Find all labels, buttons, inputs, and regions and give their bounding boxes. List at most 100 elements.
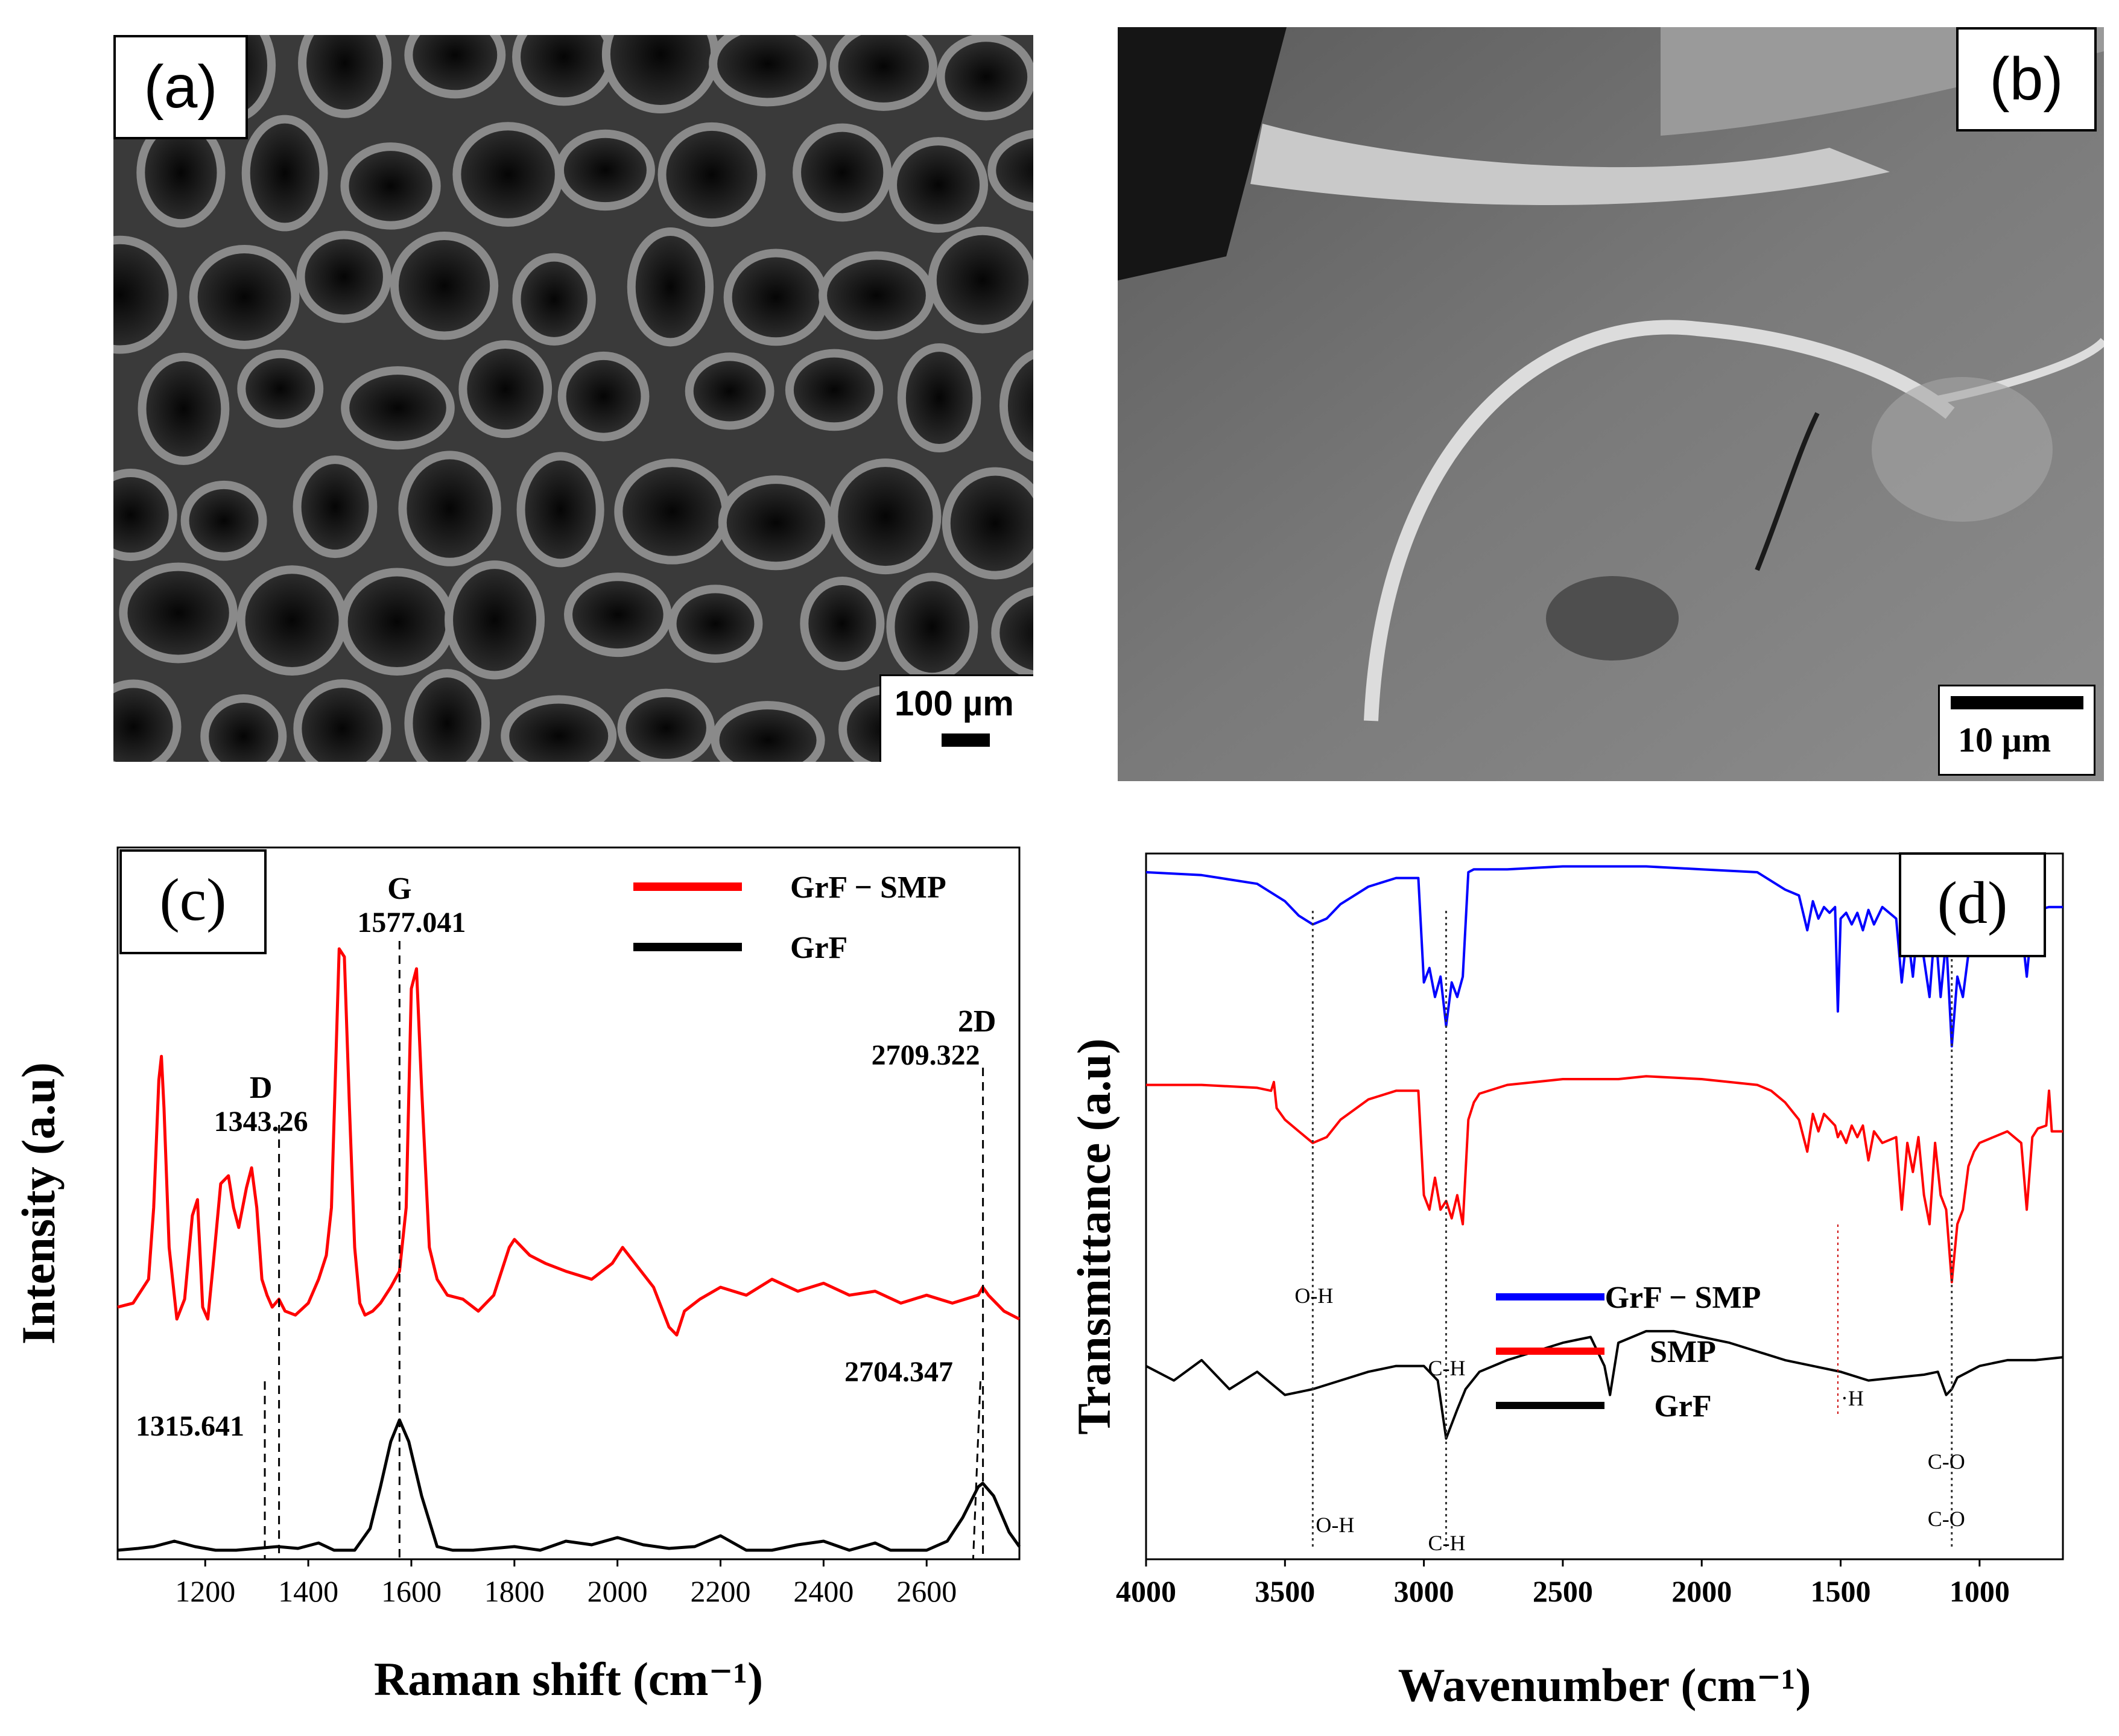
foam-pore [793,357,875,423]
annotation-d: D [250,1071,273,1105]
foam-pore [635,235,706,338]
annotation-2d-value: 2709.322 [872,1039,980,1071]
foam-pore [905,352,973,445]
scale-bar-line-b [1951,696,2083,709]
foam-pore [349,151,432,221]
raman-chart-svg: 1200 1400 1600 1800 2000 2200 2400 2600 D1343.26… [12,846,1021,1705]
x-tick-label-c: 1400 [278,1574,338,1608]
plot-frame-d [1145,852,2064,1560]
x-tick-label-d: 2500 [1533,1574,1593,1608]
scale-bar-label-a: 100 µm [895,684,1014,723]
legend-label-grf: GrF [790,931,847,965]
x-tick-label-d: 2000 [1671,1574,1732,1608]
annotation-grf-d: 1315.641 [136,1410,244,1442]
x-tick-label-d: 3500 [1255,1574,1315,1608]
foam-pore [572,581,664,649]
annotation-2d: 2D [958,1004,996,1039]
foam-pore [726,484,825,562]
x-tick-label-c: 1200 [175,1574,235,1608]
foam-pore [146,361,221,457]
foam-pore [610,35,711,105]
x-tick-label-c: 2200 [691,1574,751,1608]
series-line-smp [1146,1075,2063,1284]
foam-pore [245,358,315,420]
annotation-co-grf: C-O [1928,1507,1965,1531]
foam-pore [827,259,926,331]
annotation-h-smp: ·H [1841,1386,1864,1410]
panel-label-box-d [1899,852,2046,957]
foam-pore [413,677,482,762]
scale-bar-label-b: 10 µm [1958,720,2051,759]
x-tick-label-c: 2600 [896,1574,957,1608]
legend-label-d: GrF [1654,1389,1711,1424]
annotation-oh-grf: O-H [1316,1513,1354,1537]
x-tick-label-c: 1800 [484,1574,545,1608]
foam-pore [693,361,766,422]
foam-pore [113,244,169,346]
foam-network-texture [113,35,1033,762]
foam-pore [732,257,820,338]
annotation-g: G [387,872,411,906]
annotation-co-smp: C-O [1928,1449,1965,1474]
sem-image-a: (a) 100 µm [113,35,1033,762]
foam-pore [622,467,722,556]
foam-pore [895,581,970,673]
series-line-grf-smp [1145,865,2063,1048]
foam-pore [127,571,229,655]
foam-pore [399,239,490,332]
foam-pore [407,459,493,558]
foam-pore [719,709,817,762]
panel-label-a: (a) [113,35,248,139]
foam-pore [302,688,383,762]
series-line-grf-smp [117,947,1021,1337]
y-axis-label-c: Intensity (a.u) [12,1062,65,1345]
foam-pore [189,489,259,553]
foam-pore [1007,359,1033,452]
scale-bar-a: 100 µm [879,674,1033,762]
foam-pore [250,123,320,223]
annotation-ch-grf: C-H [1428,1531,1465,1555]
foam-pore [347,576,446,668]
foam-pore [996,138,1033,203]
panel-label-b: (b) [1956,27,2097,131]
foam-pore [461,130,555,218]
y-axis-label-d: Transmittance (a.u) [1068,1038,1120,1434]
foam-pore [113,477,169,553]
foam-pore [666,130,758,219]
raman-chart: 1200 1400 1600 1800 2000 2200 2400 2600 D 1343.26… [0,838,1037,1733]
annotation-oh-smp: O-H [1294,1284,1333,1308]
foam-pore [945,42,1028,112]
foam-pore [413,35,498,90]
foam-pore [521,35,607,98]
fracture-surface-texture [1118,27,2104,781]
plot-frame-c [116,846,1021,1560]
x-tick-label-d: 1000 [1950,1574,2010,1608]
annotation-d-value: 1343.26 [214,1106,308,1138]
foam-pore [209,703,279,762]
x-axis-label-c: Raman shift (cm⁻¹) [374,1653,763,1705]
panel-label-d: (d) [1937,869,2008,936]
foam-pore [305,239,383,315]
sem-image-b: (b) 10 µm [1118,27,2104,781]
annotation-g-value: 1577.041 [357,907,466,939]
x-axis-label-d: Wavenumber (cm⁻¹) [1398,1659,1811,1711]
foam-pore [801,131,884,214]
foam-pore [301,464,369,550]
foam-pore [838,467,933,566]
foam-pore [897,145,980,224]
foam-pore [525,460,596,559]
foam-pore [145,126,217,220]
foam-pore [245,574,339,668]
foam-pore [453,569,537,671]
foam-pore [566,360,641,433]
foam-pore [467,348,544,430]
x-tick-label-c: 2400 [793,1574,854,1608]
x-tick-label-c: 1600 [381,1574,442,1608]
foam-pore [999,595,1033,671]
series-line-grf [1145,1329,2064,1440]
foam-pore [838,35,929,103]
foam-pore [306,35,384,110]
foam-pore [349,375,446,442]
foam-pore [676,593,755,654]
ftir-chart-svg: 4000 3500 3000 2500 2000 1500 1000 O-H C-H ·H C-O O… [1068,852,2064,1711]
